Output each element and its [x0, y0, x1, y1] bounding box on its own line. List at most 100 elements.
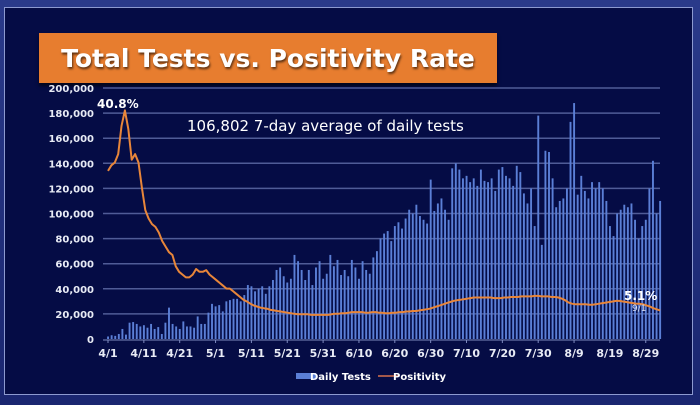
x-axis-ticks: 4/1 4/11 4/21 5/1 5/11 5/21 5/31 6/10 6/20 6/30 7/… — [98, 340, 659, 360]
bar-daily-tests — [282, 276, 285, 339]
bar-daily-tests — [275, 269, 278, 339]
y-tick-label: 100,000 — [48, 210, 94, 221]
bar-daily-tests — [171, 323, 174, 339]
bar-daily-tests — [433, 210, 436, 339]
bar-daily-tests — [490, 178, 493, 339]
bar-daily-tests — [476, 185, 479, 339]
x-tick-label: 6/30 — [417, 347, 444, 360]
bar-daily-tests — [451, 168, 454, 339]
bar-daily-tests — [207, 312, 210, 339]
bar-daily-tests — [228, 300, 231, 339]
bar-daily-tests — [358, 278, 360, 339]
bar-daily-tests — [279, 267, 282, 339]
bar-daily-tests — [436, 203, 439, 339]
bar-daily-tests — [329, 254, 332, 339]
y-axis-ticks: 0 20,000 40,000 60,000 80,000 100,000 120,000 1… — [48, 84, 94, 346]
x-tick-label: 8/29 — [632, 347, 659, 360]
bar-daily-tests — [411, 213, 414, 339]
bar-daily-tests — [142, 325, 145, 339]
bar-daily-tests — [548, 152, 550, 339]
bar-daily-tests — [397, 222, 400, 339]
bar-daily-tests — [164, 322, 167, 339]
bar-daily-tests — [214, 306, 217, 339]
bar-daily-tests — [185, 326, 188, 339]
bar-daily-tests — [268, 286, 271, 339]
bar-daily-tests — [365, 269, 368, 339]
bar-daily-tests — [117, 333, 120, 339]
bar-daily-tests — [494, 190, 497, 339]
bar-daily-tests — [175, 326, 178, 339]
bar-daily-tests — [619, 209, 622, 339]
bar-daily-tests — [347, 276, 350, 339]
bar-daily-tests — [340, 274, 343, 339]
bar-daily-tests — [322, 278, 325, 339]
legend-swatch-daily-tests — [296, 373, 316, 379]
bar-daily-tests — [203, 323, 206, 339]
bar-daily-tests — [261, 286, 264, 339]
bar-daily-tests — [555, 207, 558, 339]
bar-daily-tests — [565, 188, 568, 339]
x-tick-label: 4/1 — [98, 347, 117, 360]
bar-daily-tests — [469, 182, 472, 339]
bar-daily-tests — [544, 150, 547, 339]
x-tick-label: 7/10 — [453, 347, 480, 360]
legend-label-positivity: Positivity — [393, 372, 447, 383]
legend: Daily Tests Positivity — [296, 372, 447, 383]
x-tick-label: 5/11 — [238, 347, 265, 360]
bar-daily-tests — [533, 226, 536, 339]
annotation-7day-average: 106,802 7-day average of daily tests — [187, 117, 464, 135]
bar-daily-tests — [508, 178, 511, 339]
bar-daily-tests — [426, 223, 429, 339]
legend-label-daily-tests: Daily Tests — [310, 372, 371, 383]
y-tick-label: 60,000 — [55, 260, 94, 271]
bar-daily-tests — [182, 321, 185, 339]
bar-daily-tests — [587, 198, 590, 339]
bar-daily-tests — [232, 298, 235, 339]
bar-daily-tests — [440, 198, 443, 339]
bar-daily-tests — [318, 261, 321, 339]
x-tick-label: 6/10 — [345, 347, 372, 360]
bar-daily-tests — [304, 280, 307, 339]
bar-daily-tests — [286, 282, 289, 339]
bar-daily-tests — [221, 311, 224, 339]
bar-daily-tests — [307, 269, 310, 339]
bar-daily-tests — [616, 213, 619, 339]
bar-daily-tests — [114, 335, 117, 339]
bar-daily-tests — [580, 175, 583, 339]
bar-daily-tests — [598, 182, 601, 339]
bar-daily-tests — [390, 241, 393, 339]
bar-daily-tests — [393, 226, 396, 339]
bar-daily-tests — [458, 169, 461, 339]
bar-daily-tests — [401, 228, 403, 339]
bar-daily-tests — [537, 115, 540, 339]
bar-daily-tests — [526, 203, 529, 339]
y-tick-label: 140,000 — [48, 159, 94, 170]
bar-daily-tests — [626, 207, 629, 339]
bar-daily-tests — [121, 328, 124, 339]
bar-daily-tests — [354, 267, 357, 339]
bar-daily-tests — [375, 251, 378, 339]
title-banner: Total Tests vs. Positivity Rate — [39, 33, 497, 83]
bar-daily-tests — [659, 200, 662, 339]
bar-daily-tests — [110, 335, 113, 339]
legend-swatch-positivity — [378, 375, 398, 377]
bar-daily-tests — [519, 172, 522, 339]
bar-daily-tests — [501, 167, 504, 339]
bar-daily-tests — [569, 121, 572, 339]
bar-daily-tests — [408, 209, 411, 339]
x-tick-label: 5/21 — [274, 347, 301, 360]
bar-daily-tests — [623, 204, 626, 339]
bar-daily-tests — [139, 326, 142, 339]
bar-daily-tests — [558, 200, 561, 339]
bar-daily-tests — [573, 103, 576, 339]
bar-daily-tests — [315, 267, 317, 339]
bar-daily-tests — [128, 322, 131, 339]
bar-daily-tests — [630, 203, 633, 339]
y-tick-label: 0 — [87, 335, 94, 346]
bar-daily-tests — [168, 307, 170, 339]
bar-daily-tests — [655, 213, 658, 339]
y-tick-label: 200,000 — [48, 84, 94, 95]
bar-daily-tests — [594, 188, 597, 339]
bar-daily-tests — [487, 182, 490, 339]
